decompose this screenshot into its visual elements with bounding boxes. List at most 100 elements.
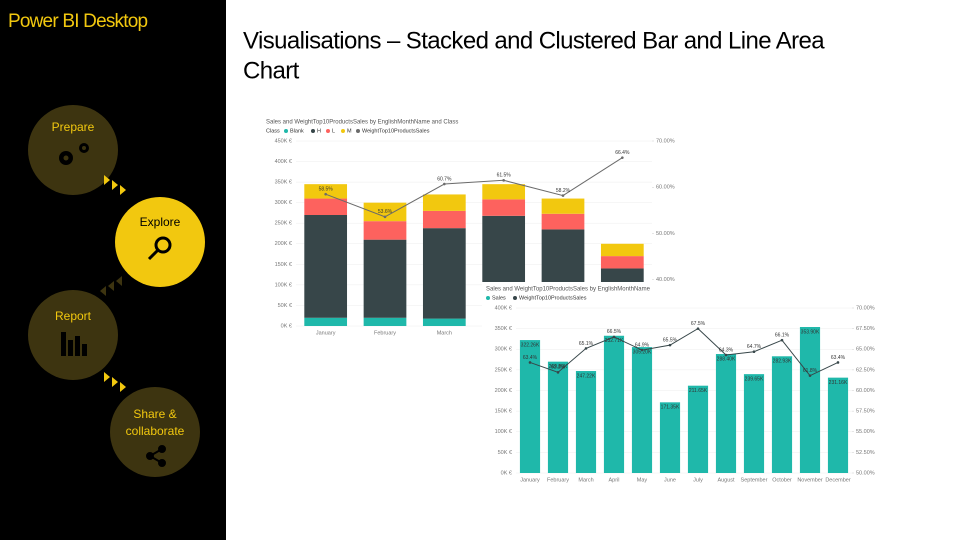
x-tick-label: March bbox=[578, 477, 593, 483]
brand: Power BI Desktop bbox=[8, 11, 147, 32]
data-label: 62.2% bbox=[551, 365, 566, 371]
legend-swatch bbox=[284, 129, 288, 133]
line-point bbox=[752, 350, 756, 354]
y2-tick-label: 60.00% bbox=[856, 388, 875, 394]
x-tick-label: October bbox=[772, 477, 792, 483]
y-tick-label: 300K € bbox=[275, 200, 292, 206]
line-point bbox=[324, 192, 327, 196]
bar-segment bbox=[304, 184, 348, 199]
bar-segment bbox=[715, 354, 737, 473]
line bbox=[529, 328, 839, 377]
step-label: Report bbox=[55, 309, 92, 323]
data-label: 63.4% bbox=[831, 355, 846, 361]
legend-label: WeightTop10ProductsSales bbox=[519, 295, 587, 301]
y-tick-label: 0K € bbox=[281, 323, 292, 329]
legend-swatch bbox=[311, 129, 315, 133]
line-point bbox=[621, 156, 624, 159]
line-point bbox=[561, 194, 565, 197]
line-point bbox=[612, 335, 616, 339]
bar-segment bbox=[304, 198, 348, 215]
y-tick-label: 350K € bbox=[275, 180, 292, 186]
y-tick-label: 100K € bbox=[495, 429, 512, 435]
y2-tick-label: 40.00% bbox=[656, 277, 675, 283]
bar-segment bbox=[631, 347, 653, 473]
data-label: 61.5% bbox=[497, 173, 512, 179]
y-tick-label: 400K € bbox=[275, 159, 292, 165]
step-circle bbox=[28, 105, 118, 195]
line-point bbox=[528, 361, 532, 364]
chart: Sales and WeightTop10ProductsSales by En… bbox=[482, 282, 882, 487]
y2-tick-label: 65.00% bbox=[856, 347, 875, 353]
line-point bbox=[584, 347, 588, 350]
x-tick-label: February bbox=[374, 330, 396, 336]
y2-tick-label: 55.00% bbox=[856, 429, 875, 435]
chart-title: Sales and WeightTop10ProductsSales by En… bbox=[266, 120, 458, 126]
step-circle bbox=[28, 290, 118, 380]
line-point bbox=[383, 215, 387, 219]
slide-title: Chart bbox=[243, 57, 300, 84]
bar-segment bbox=[575, 371, 597, 473]
bar-segment bbox=[799, 327, 821, 473]
data-label: 64.7% bbox=[747, 344, 762, 350]
data-label: 247.22K bbox=[577, 373, 596, 379]
y-tick-label: 200K € bbox=[275, 241, 292, 247]
step-label: Prepare bbox=[52, 120, 95, 134]
x-tick-label: January bbox=[520, 477, 540, 483]
y-tick-label: 0K € bbox=[501, 470, 512, 476]
step-circle bbox=[110, 387, 200, 477]
legend-swatch bbox=[486, 296, 490, 300]
bar-segment bbox=[771, 356, 793, 473]
line bbox=[325, 157, 623, 218]
line-point bbox=[836, 361, 840, 364]
line-point bbox=[443, 182, 446, 186]
y2-tick-label: 70.00% bbox=[856, 305, 875, 311]
data-label: 211.65K bbox=[689, 388, 708, 394]
y-tick-label: 400K € bbox=[495, 305, 512, 311]
bar-segment bbox=[422, 210, 466, 229]
slide-title: Visualisations – Stacked and Clustered B… bbox=[243, 27, 825, 54]
y2-tick-label: 67.50% bbox=[856, 326, 875, 332]
x-tick-label: July bbox=[693, 477, 703, 483]
data-label: 63.4% bbox=[523, 355, 538, 361]
bar-segment bbox=[541, 198, 585, 214]
line-point bbox=[696, 327, 700, 330]
search-icon bbox=[147, 236, 172, 261]
data-label: 58.2% bbox=[556, 188, 571, 194]
legend-label: Blank bbox=[290, 128, 304, 134]
data-label: 64.3% bbox=[719, 347, 734, 353]
data-label: 53.6% bbox=[378, 209, 393, 215]
bar-segment bbox=[519, 340, 541, 473]
share-icon bbox=[146, 445, 166, 467]
y-tick-label: 50K € bbox=[278, 303, 292, 309]
y-tick-label: 150K € bbox=[275, 262, 292, 268]
x-tick-label: November bbox=[797, 477, 823, 483]
legend-swatch bbox=[356, 129, 360, 133]
bar-segment bbox=[422, 194, 466, 211]
legend-label: H bbox=[317, 128, 321, 134]
chart-title: Sales and WeightTop10ProductsSales by En… bbox=[486, 287, 651, 293]
data-label: 60.7% bbox=[437, 176, 452, 182]
data-label: 269.89K bbox=[549, 364, 568, 370]
bar-segment bbox=[659, 402, 681, 473]
bar-segment bbox=[600, 243, 644, 257]
x-tick-label: January bbox=[316, 330, 336, 336]
data-label: 67.5% bbox=[691, 321, 706, 327]
x-tick-label: April bbox=[608, 477, 619, 483]
y-tick-label: 200K € bbox=[495, 388, 512, 394]
legend-title: Class bbox=[266, 128, 280, 134]
data-label: 288.40K bbox=[717, 356, 736, 362]
legend-label: L bbox=[332, 128, 335, 134]
bar-segment bbox=[304, 317, 348, 326]
bar-segment bbox=[547, 361, 569, 473]
data-label: 239.65K bbox=[745, 376, 764, 382]
line-point bbox=[780, 338, 784, 342]
step-circle bbox=[115, 197, 205, 287]
step-label: Explore bbox=[140, 215, 181, 229]
line-point bbox=[556, 371, 560, 374]
y2-tick-label: 70.00% bbox=[656, 138, 675, 144]
data-label: 353.90K bbox=[801, 329, 820, 335]
bar-segment bbox=[304, 215, 348, 318]
bar-segment bbox=[363, 202, 407, 222]
x-tick-label: September bbox=[741, 477, 768, 483]
